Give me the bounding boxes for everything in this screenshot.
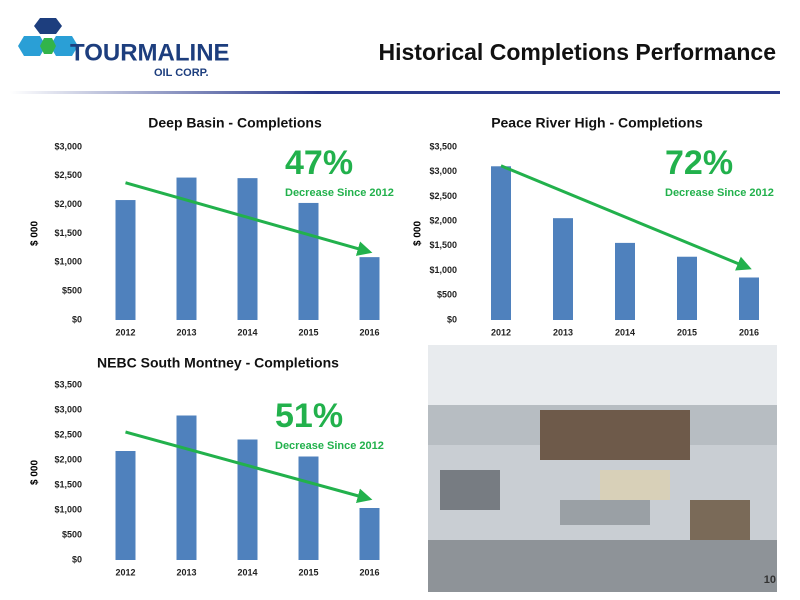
logo: TOURMALINE OIL CORP. (18, 18, 230, 79)
y-tick-label: $2,500 (54, 170, 82, 180)
annotation-headline: 47% (285, 144, 353, 182)
x-tick-label: 2012 (491, 327, 511, 337)
bar (615, 242, 635, 320)
y-tick-label: $500 (62, 529, 82, 539)
y-tick-label: $1,500 (54, 228, 82, 238)
y-tick-label: $0 (447, 314, 457, 324)
y-tick-label: $3,000 (429, 166, 457, 176)
x-tick-label: 2014 (237, 567, 257, 577)
x-tick-label: 2015 (677, 327, 697, 337)
annotation-headline: 72% (665, 144, 733, 182)
chart-title: Deep Basin - Completions (148, 115, 322, 131)
y-tick-label: $2,500 (429, 191, 457, 201)
x-tick-label: 2015 (298, 327, 318, 337)
x-tick-label: 2012 (115, 567, 135, 577)
y-tick-label: $1,000 (429, 265, 457, 275)
bar (237, 439, 258, 560)
y-tick-label: $2,000 (54, 199, 82, 209)
trend-arrow (125, 430, 373, 504)
y-tick-label: $0 (72, 314, 82, 324)
bar (739, 277, 759, 320)
y-tick-label: $3,500 (54, 379, 82, 389)
x-tick-label: 2013 (176, 567, 196, 577)
bar (491, 166, 511, 320)
bar (359, 257, 380, 320)
bar (553, 218, 573, 320)
bar (115, 200, 136, 320)
y-tick-label: $2,000 (429, 216, 457, 226)
bar (115, 451, 136, 560)
page-number: 10 (764, 574, 776, 586)
bar (176, 415, 197, 560)
bar (359, 508, 380, 560)
x-tick-label: 2013 (553, 327, 573, 337)
bar (298, 456, 319, 560)
y-tick-label: $1,500 (429, 240, 457, 250)
trend-arrow (125, 181, 373, 256)
bar (298, 202, 319, 320)
x-tick-label: 2014 (237, 327, 257, 337)
y-tick-label: $1,000 (54, 504, 82, 514)
annotation-text: Decrease Since 2012 (285, 187, 394, 199)
y-tick-label: $0 (72, 554, 82, 564)
annotation-text: Decrease Since 2012 (275, 440, 384, 452)
chart-title: NEBC South Montney - Completions (97, 355, 339, 371)
trend-arrow (500, 164, 752, 271)
y-tick-label: $500 (62, 286, 82, 296)
bar (677, 256, 697, 320)
bar (176, 177, 197, 320)
y-tick-label: $2,500 (54, 429, 82, 439)
y-tick-label: $500 (437, 290, 457, 300)
x-tick-label: 2012 (115, 327, 135, 337)
x-tick-label: 2014 (615, 327, 635, 337)
slide-title: Historical Completions Performance (379, 39, 777, 65)
chart-title: Peace River High - Completions (491, 115, 703, 131)
x-tick-label: 2013 (176, 327, 196, 337)
header-rule (10, 91, 780, 94)
x-tick-label: 2016 (359, 567, 379, 577)
annotation-headline: 51% (275, 397, 343, 435)
x-tick-label: 2016 (739, 327, 759, 337)
x-tick-label: 2015 (298, 567, 318, 577)
logo-name: TOURMALINE (70, 39, 230, 66)
y-tick-label: $1,000 (54, 257, 82, 267)
y-tick-label: $1,500 (54, 479, 82, 489)
logo-sub: OIL CORP. (154, 67, 209, 79)
y-axis-label: $ 000 (413, 221, 424, 246)
y-tick-label: $2,000 (54, 454, 82, 464)
x-tick-label: 2016 (359, 327, 379, 337)
bar (237, 178, 258, 320)
y-tick-label: $3,500 (429, 141, 457, 151)
y-axis-label: $ 000 (30, 221, 41, 246)
y-tick-label: $3,000 (54, 404, 82, 414)
y-tick-label: $3,000 (54, 141, 82, 151)
y-axis-label: $ 000 (30, 460, 41, 485)
annotation-text: Decrease Since 2012 (665, 187, 774, 199)
photo (428, 345, 777, 592)
